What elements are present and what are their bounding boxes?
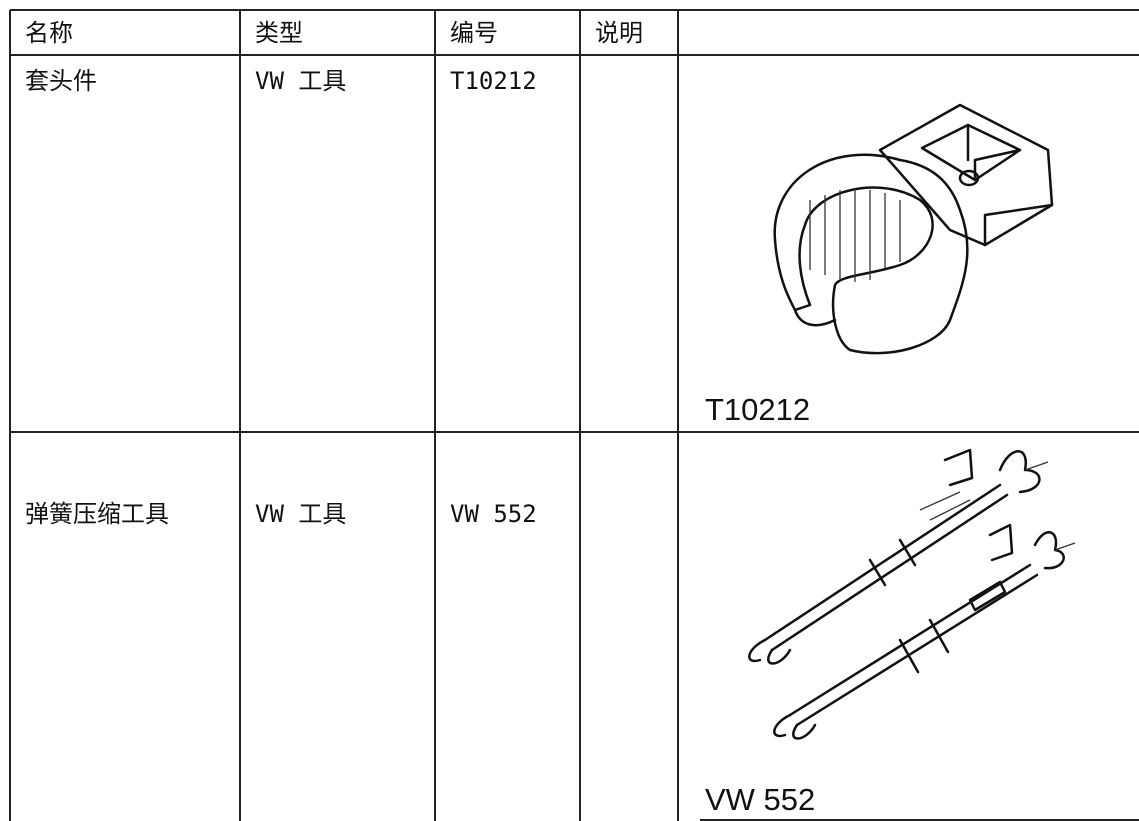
tool-name: 弹簧压缩工具 (25, 500, 169, 528)
header-cell: 说明 (595, 19, 643, 47)
header-cell: 类型 (255, 19, 303, 47)
header-cell: 名称 (25, 19, 73, 47)
wrench-illustration (773, 103, 1054, 355)
spring-compressor-illustration (748, 448, 1076, 740)
table-grid (9, 9, 1139, 821)
tool-name: 套头件 (25, 67, 97, 95)
tool-type: VW 工具 (255, 500, 346, 528)
image-caption: VW 552 (705, 782, 815, 817)
tool-number: T10212 (450, 67, 537, 95)
tool-number: VW 552 (450, 500, 537, 528)
header-cell: 编号 (450, 19, 498, 47)
tool-type: VW 工具 (255, 67, 346, 95)
image-caption: T10212 (705, 392, 810, 427)
